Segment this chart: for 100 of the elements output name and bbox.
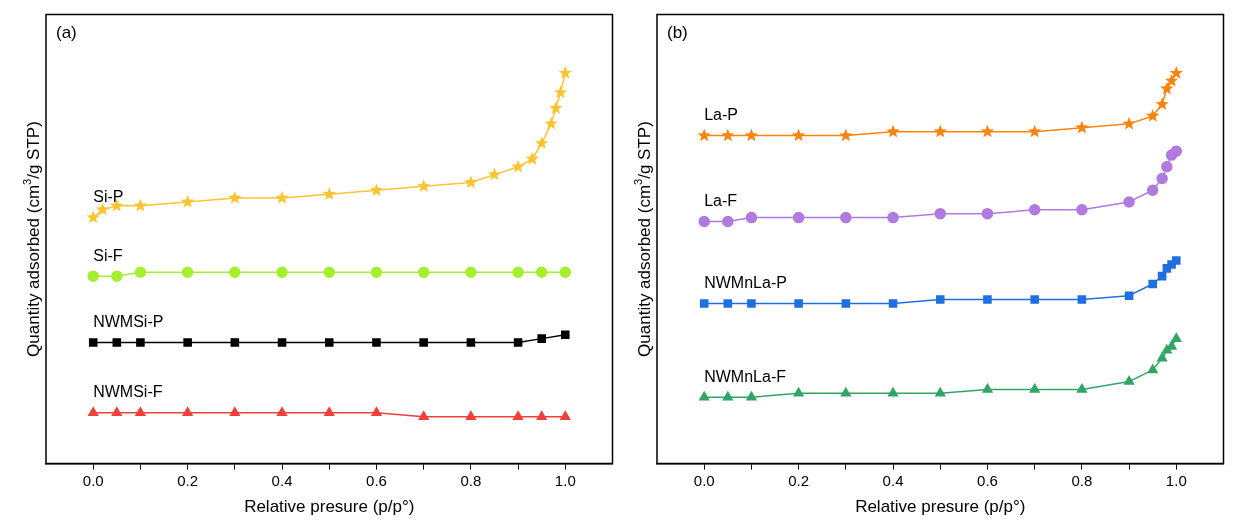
point: [747, 299, 756, 308]
point: [794, 299, 803, 308]
point: [324, 407, 335, 417]
point: [1077, 295, 1087, 304]
point: [1161, 161, 1173, 173]
point: [371, 407, 382, 417]
point: [536, 410, 547, 420]
point: [229, 407, 240, 417]
point: [86, 210, 100, 224]
point: [560, 410, 571, 420]
point: [464, 175, 478, 189]
point: [745, 211, 758, 224]
x-tick-label: 0.4: [271, 471, 293, 489]
point: [1155, 97, 1169, 110]
point: [418, 410, 429, 420]
point: [841, 299, 851, 308]
series-label: Si-P: [93, 187, 124, 205]
point: [792, 211, 805, 224]
point: [887, 211, 899, 224]
point: [1164, 73, 1179, 87]
point: [419, 338, 428, 347]
point: [544, 116, 558, 130]
point: [699, 391, 710, 401]
point: [1169, 66, 1183, 79]
series-label: NWMSi-F: [93, 383, 163, 401]
point: [136, 338, 145, 347]
point: [744, 128, 759, 142]
point: [228, 191, 242, 204]
point: [934, 207, 946, 220]
series-label: NWMnLa-F: [704, 367, 787, 385]
point: [1124, 375, 1135, 385]
point: [1160, 81, 1174, 95]
point: [417, 179, 431, 192]
point: [512, 266, 524, 278]
point: [537, 334, 546, 343]
point: [553, 85, 568, 99]
x-tick-label: 0.2: [177, 471, 199, 489]
point: [793, 387, 804, 397]
point: [369, 183, 384, 196]
point: [933, 124, 947, 138]
x-tick-label: 1.0: [1165, 471, 1187, 489]
point: [1171, 332, 1182, 342]
point: [561, 330, 570, 340]
point: [1148, 279, 1157, 289]
x-tick-label: 0.8: [1071, 471, 1093, 489]
point: [559, 266, 572, 278]
point: [88, 338, 98, 347]
point: [183, 338, 192, 347]
point: [1146, 184, 1159, 196]
point: [465, 410, 476, 420]
point: [135, 407, 146, 417]
point: [1172, 256, 1181, 265]
y-axis-title: Quantity adsorbed (cm3/g STP): [21, 121, 43, 357]
point: [699, 299, 709, 308]
point: [276, 266, 288, 278]
point: [370, 266, 383, 278]
series-label: Si-F: [93, 246, 123, 264]
point: [1124, 291, 1134, 300]
point: [980, 124, 995, 138]
series-label: NWMSi-P: [93, 312, 164, 330]
point: [525, 151, 539, 165]
point: [698, 215, 710, 228]
point: [511, 159, 525, 173]
point: [465, 266, 477, 278]
point: [1076, 383, 1087, 393]
point: [840, 211, 852, 224]
point: [180, 194, 195, 208]
chart-title: (b): [667, 22, 688, 42]
point: [276, 407, 288, 417]
point: [983, 295, 992, 304]
point: [1075, 120, 1089, 134]
series-label: NWMnLa-P: [704, 273, 787, 291]
x-tick-label: 0.2: [788, 471, 810, 489]
point: [322, 187, 336, 200]
point: [1076, 204, 1088, 216]
point: [1156, 172, 1168, 185]
point: [111, 407, 122, 417]
point: [95, 202, 110, 216]
point: [133, 198, 148, 212]
chart-title: (a): [56, 22, 77, 42]
point: [888, 299, 898, 308]
point: [840, 387, 851, 397]
point: [275, 191, 289, 204]
point: [182, 407, 193, 417]
x-axis-title: Relative presure (p/p°): [244, 497, 415, 517]
point: [535, 136, 549, 150]
y-axis-title: Quantity adsorbed (cm3/g STP): [632, 121, 654, 357]
point: [1170, 145, 1183, 157]
point: [323, 266, 335, 278]
point: [935, 387, 946, 397]
x-tick-label: 0.8: [460, 471, 482, 489]
point: [1028, 204, 1041, 216]
x-axis-title: Relative presure (p/p°): [855, 497, 1026, 517]
point: [1029, 383, 1040, 393]
point: [1146, 109, 1160, 122]
point: [981, 207, 994, 220]
point: [1157, 352, 1168, 362]
point: [722, 215, 734, 228]
point: [887, 387, 899, 397]
point: [1147, 364, 1158, 374]
